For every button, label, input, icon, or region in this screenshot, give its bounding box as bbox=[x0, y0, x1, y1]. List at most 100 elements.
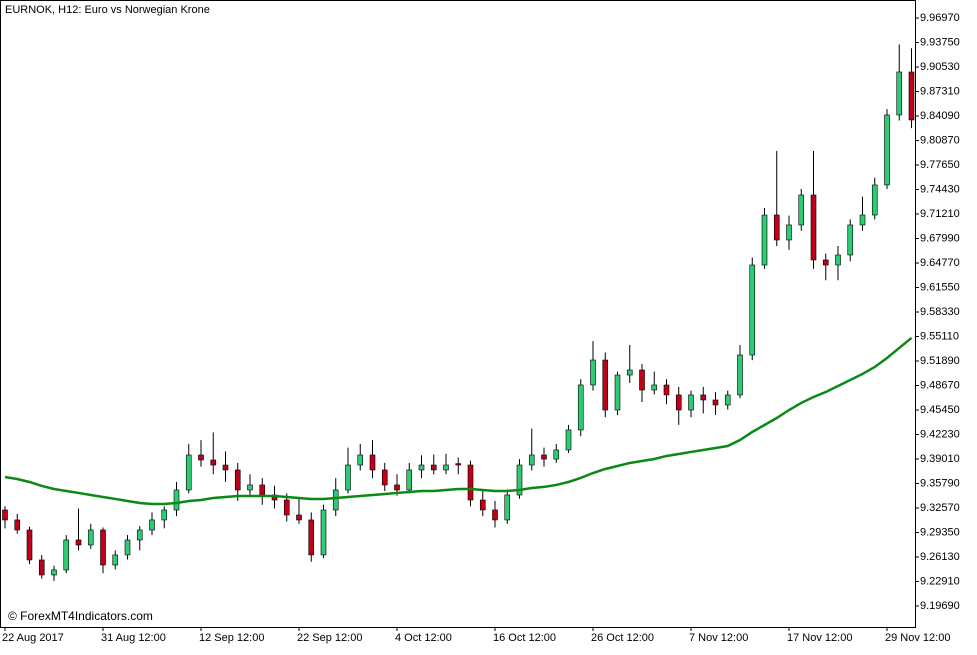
candle-body bbox=[577, 384, 584, 431]
y-tick-label: 9.87310 bbox=[920, 85, 960, 97]
y-tick-label: 9.39010 bbox=[920, 453, 960, 465]
candle-body bbox=[528, 454, 535, 466]
y-tick-label: 9.64770 bbox=[920, 257, 960, 269]
y-tick-label: 9.22910 bbox=[920, 575, 960, 587]
candle-body bbox=[210, 459, 217, 466]
candle-body bbox=[345, 464, 351, 491]
candle-body bbox=[296, 514, 302, 521]
x-tick-label: 29 Nov 12:00 bbox=[885, 632, 950, 644]
y-tick-label: 9.90530 bbox=[920, 61, 960, 73]
candle-body bbox=[247, 484, 253, 491]
candle-body bbox=[443, 464, 449, 471]
candle-body bbox=[786, 224, 792, 241]
x-tick-label: 4 Oct 12:00 bbox=[395, 632, 452, 644]
candle-body bbox=[369, 454, 376, 471]
x-tick-label: 22 Sep 12:00 bbox=[297, 632, 362, 644]
candle-body bbox=[908, 71, 915, 121]
chart-title: EURNOK, H12: Euro vs Norwegian Krone bbox=[5, 4, 210, 16]
candle-body bbox=[847, 224, 854, 256]
candle-body bbox=[124, 539, 131, 556]
x-tick-label: 12 Sep 12:00 bbox=[199, 632, 264, 644]
candle-body bbox=[700, 394, 707, 401]
candle-body bbox=[357, 454, 364, 466]
x-tick-label: 26 Oct 12:00 bbox=[591, 632, 654, 644]
y-tick-label: 9.96970 bbox=[920, 12, 960, 24]
candle-body bbox=[198, 454, 204, 461]
candle-body bbox=[651, 384, 658, 391]
candle-body bbox=[479, 499, 486, 511]
y-tick-label: 9.29350 bbox=[920, 526, 960, 538]
candle-body bbox=[749, 264, 756, 356]
x-tick-label: 22 Aug 2017 bbox=[2, 632, 64, 644]
candle-body bbox=[455, 463, 462, 466]
y-tick-label: 9.77650 bbox=[920, 159, 960, 171]
y-tick-label: 9.67990 bbox=[920, 232, 960, 244]
candle-body bbox=[773, 214, 780, 241]
candle-body bbox=[626, 369, 633, 376]
candle-body bbox=[492, 509, 498, 521]
candle-body bbox=[173, 489, 180, 511]
candle-body bbox=[884, 114, 890, 186]
candle-body bbox=[761, 214, 768, 266]
candle-body bbox=[737, 354, 743, 396]
candle-body bbox=[308, 519, 315, 556]
candle-body bbox=[798, 194, 805, 226]
candle-body bbox=[724, 394, 731, 406]
candle-body bbox=[320, 509, 327, 556]
candle-body bbox=[259, 484, 266, 496]
y-tick-label: 9.26130 bbox=[920, 551, 960, 563]
candle-body bbox=[688, 394, 694, 411]
x-tick-label: 17 Nov 12:00 bbox=[787, 632, 852, 644]
y-tick-label: 9.35790 bbox=[920, 477, 960, 489]
candle-body bbox=[87, 529, 94, 546]
candle-body bbox=[712, 399, 719, 406]
candle-body bbox=[75, 539, 82, 546]
candle-body bbox=[859, 214, 866, 226]
watermark: © ForexMT4Indicators.com bbox=[8, 609, 153, 623]
candle-body bbox=[394, 484, 400, 491]
candle-body bbox=[38, 559, 45, 576]
y-tick-label: 9.48670 bbox=[920, 379, 960, 391]
candle-body bbox=[283, 499, 290, 516]
y-tick-label: 9.45450 bbox=[920, 404, 960, 416]
candle-body bbox=[896, 71, 903, 116]
candle-body bbox=[26, 529, 33, 561]
y-tick-label: 9.84090 bbox=[920, 110, 960, 122]
candle-body bbox=[222, 464, 229, 471]
candle-body bbox=[2, 509, 8, 521]
candle-body bbox=[810, 194, 817, 261]
candle-body bbox=[614, 374, 621, 411]
x-tick-label: 7 Nov 12:00 bbox=[689, 632, 748, 644]
y-tick-label: 9.42230 bbox=[920, 428, 960, 440]
y-tick-label: 9.80870 bbox=[920, 134, 960, 146]
candle-body bbox=[406, 469, 413, 491]
candle-body bbox=[234, 469, 241, 491]
candle-body bbox=[136, 529, 143, 541]
y-tick-label: 9.93750 bbox=[920, 36, 960, 48]
candle-body bbox=[516, 464, 523, 496]
y-tick-label: 9.58330 bbox=[920, 306, 960, 318]
y-tick-label: 9.51890 bbox=[920, 355, 960, 367]
moving-average bbox=[4, 336, 913, 506]
candle-body bbox=[871, 184, 878, 216]
candle-body bbox=[663, 384, 670, 396]
y-tick-label: 9.32570 bbox=[920, 502, 960, 514]
candle-body bbox=[541, 454, 547, 460]
candle-body bbox=[418, 464, 425, 471]
candle-body bbox=[602, 359, 609, 411]
candle-body bbox=[332, 489, 339, 511]
y-tick-label: 9.74430 bbox=[920, 183, 960, 195]
candle-body bbox=[51, 569, 57, 576]
candle-body bbox=[381, 469, 388, 486]
candle-body bbox=[161, 509, 168, 521]
candle-body bbox=[149, 519, 155, 531]
candle-body bbox=[565, 429, 572, 451]
candle-body bbox=[590, 359, 596, 386]
x-tick-label: 16 Oct 12:00 bbox=[493, 632, 556, 644]
y-tick-label: 9.19690 bbox=[920, 600, 960, 612]
y-tick-label: 9.61550 bbox=[920, 281, 960, 293]
candle-body bbox=[675, 394, 682, 411]
candle-body bbox=[185, 454, 192, 491]
candle-body bbox=[504, 494, 511, 521]
